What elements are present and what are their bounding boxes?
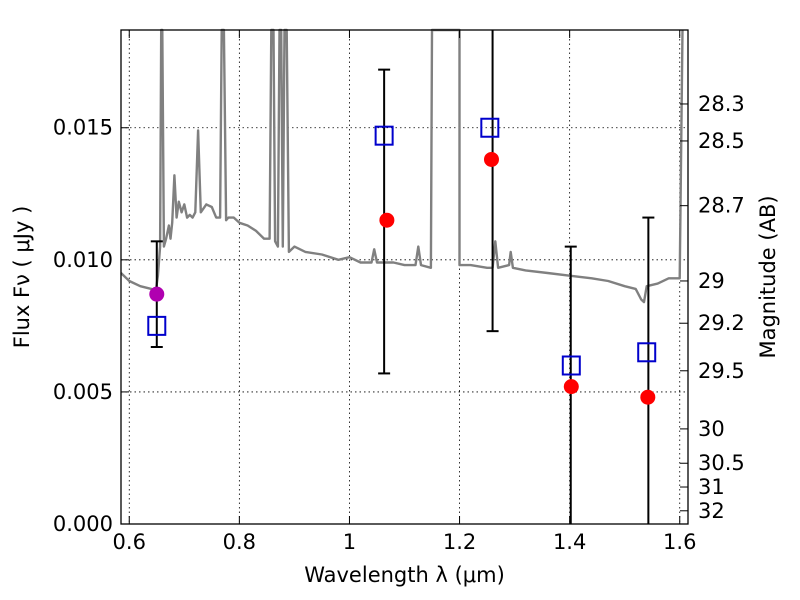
x-tick-label: 1 [343, 530, 356, 554]
y2-tick-label: 28.7 [698, 194, 745, 218]
y2-tick-label: 28.5 [698, 129, 745, 153]
observed-flux-marker [379, 212, 395, 228]
y2-tick-label: 29 [698, 269, 725, 293]
y-axis-label: Flux Fν ( μJy ) [10, 206, 34, 349]
model-flux-marker [480, 117, 500, 138]
y-tick-label: 0.010 [53, 248, 113, 272]
model-flux-marker [374, 125, 394, 146]
observed-flux-marker [640, 389, 656, 405]
y-tick-label: 0.005 [53, 380, 113, 404]
model-flux-marker [147, 315, 167, 336]
error-bars [150, 30, 655, 524]
y-tick-label: 0.015 [53, 116, 113, 140]
y-axis: 0.000 0.005 0.010 0.015 [53, 116, 129, 536]
model-flux-marker [637, 342, 657, 363]
model-flux-marker [561, 355, 581, 376]
observed-flux-marker [149, 286, 165, 302]
x-tick-label: 1.4 [553, 530, 586, 554]
x-tick-label: 1.6 [663, 530, 696, 554]
y2-tick-label: 32 [698, 499, 725, 523]
x-axis-label: Wavelength λ (μm) [304, 563, 505, 587]
x-tick-label: 0.8 [223, 530, 256, 554]
plot-area [121, 30, 688, 524]
y2-tick-label: 30 [698, 417, 725, 441]
y-tick-label: 0.000 [53, 512, 113, 536]
y2-tick-label: 30.5 [698, 451, 745, 475]
y2-tick-label: 28.3 [698, 92, 745, 116]
x-tick-label: 0.6 [113, 530, 146, 554]
y2-tick-label: 31 [698, 475, 725, 499]
x-tick-label: 1.2 [443, 530, 476, 554]
y2-tick-label: 29.5 [698, 359, 745, 383]
y2-axis-label: Magnitude (AB) [756, 195, 780, 358]
plot-frame [120, 29, 689, 525]
y2-tick-label: 29.2 [698, 311, 745, 335]
observed-flux-marker [483, 151, 499, 167]
x-axis: 0.6 0.8 1 1.2 1.4 1.6 [113, 30, 696, 554]
observed-flux-marker [563, 379, 579, 395]
markers [147, 117, 657, 405]
